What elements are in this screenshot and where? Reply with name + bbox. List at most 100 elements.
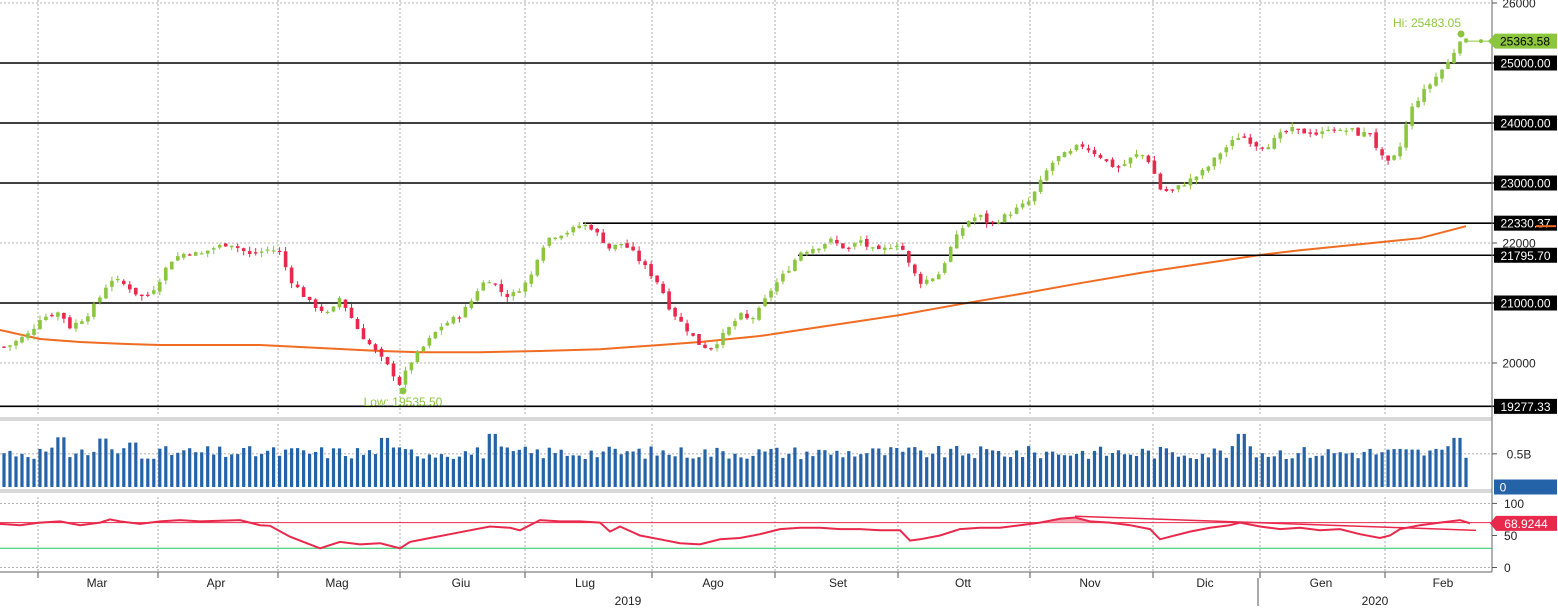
volume-bar xyxy=(679,447,683,487)
volume-bar xyxy=(74,453,78,487)
candle-body xyxy=(1368,133,1372,135)
volume-bar xyxy=(697,457,701,487)
volume-panel xyxy=(2,433,1468,487)
volume-bar xyxy=(403,449,408,487)
volume-bar xyxy=(667,454,671,487)
candle-body xyxy=(259,251,264,253)
candle-body xyxy=(176,256,180,261)
volume-bar xyxy=(1236,433,1240,487)
level-label-bg xyxy=(1494,175,1557,191)
candle-body xyxy=(984,213,989,224)
rsi-panel xyxy=(0,515,1492,550)
volume-bar xyxy=(110,449,114,487)
volume-bar xyxy=(1338,452,1342,487)
volume-bar xyxy=(1260,453,1264,487)
volume-bar xyxy=(757,449,761,487)
candle-body xyxy=(859,240,863,243)
volume-bar xyxy=(997,451,1001,487)
candle-body xyxy=(661,283,665,293)
volume-bar xyxy=(38,448,42,487)
volume-bar xyxy=(1248,446,1252,487)
level-label-bg xyxy=(1494,398,1557,414)
candle-body xyxy=(217,244,222,248)
candle-body xyxy=(775,282,779,292)
candle-body xyxy=(1218,153,1223,160)
candle-body xyxy=(751,318,755,320)
candle-body xyxy=(559,235,563,239)
volume-bar xyxy=(1116,450,1121,487)
candle-body xyxy=(1332,129,1336,131)
volume-bar xyxy=(326,458,330,487)
volume-bar xyxy=(14,456,18,487)
volume-bar xyxy=(457,456,461,487)
candle-body xyxy=(601,232,605,243)
volume-bar xyxy=(116,453,120,487)
volume-bar xyxy=(1152,458,1156,487)
candle-body xyxy=(637,250,641,262)
candle-body xyxy=(853,243,857,247)
volume-bar xyxy=(1062,455,1067,487)
volume-bar xyxy=(979,446,983,487)
candle-body xyxy=(1392,155,1396,160)
candle-body xyxy=(685,323,689,332)
volume-bar xyxy=(152,458,156,487)
volume-bar xyxy=(937,446,941,487)
volume-bar xyxy=(1140,448,1144,487)
volume-bar xyxy=(1416,449,1420,487)
volume-bar xyxy=(685,457,689,487)
volume-bar xyxy=(1003,456,1007,487)
candle-body xyxy=(841,243,845,249)
volume-bar xyxy=(565,455,569,487)
candle-body xyxy=(1038,179,1043,192)
volume-bar xyxy=(607,446,611,487)
volume-bar xyxy=(925,457,929,487)
candle-body xyxy=(295,284,300,288)
month-label: Gen xyxy=(1310,576,1333,590)
candle-body xyxy=(229,245,234,248)
candle-body xyxy=(547,237,552,246)
volume-bar xyxy=(379,437,384,487)
rsi-label-bg xyxy=(1490,515,1557,531)
candle-body xyxy=(553,237,557,239)
candle-body xyxy=(936,274,941,280)
volume-bar xyxy=(1254,457,1258,487)
candle-body xyxy=(757,307,761,320)
candle-body xyxy=(1278,132,1283,139)
volume-bar xyxy=(1045,451,1049,487)
candle-body xyxy=(289,267,294,284)
candle-body xyxy=(1458,41,1462,54)
volume-bar xyxy=(20,453,24,487)
candle-body xyxy=(948,246,953,262)
volume-bar xyxy=(487,433,491,487)
month-label: Dic xyxy=(1196,576,1213,590)
volume-bar xyxy=(355,448,360,487)
volume-bar xyxy=(919,450,923,487)
volume-bar xyxy=(601,451,605,487)
volume-bar xyxy=(1110,453,1115,487)
volume-label-bg xyxy=(1494,479,1557,495)
volume-bar xyxy=(62,437,66,487)
volume-bar xyxy=(955,446,959,487)
volume-bar xyxy=(272,447,276,487)
candle-body xyxy=(978,215,983,217)
volume-bar xyxy=(1027,446,1031,487)
volume-bar xyxy=(889,447,893,487)
candle-body xyxy=(703,344,707,348)
candle-body xyxy=(589,225,593,230)
volume-bar xyxy=(1158,447,1162,487)
candle-body xyxy=(355,319,360,330)
candle-body xyxy=(721,333,725,345)
candle-body xyxy=(128,284,132,290)
candle-body xyxy=(391,363,396,377)
candle-body xyxy=(1008,214,1013,216)
volume-bar xyxy=(391,447,396,487)
candle-body xyxy=(1176,185,1181,190)
volume-bar xyxy=(715,447,719,487)
rsi-last-label: 68.9244 xyxy=(1504,517,1548,531)
candle-body xyxy=(307,296,312,300)
candle-body xyxy=(535,259,540,276)
volume-bar xyxy=(224,456,228,487)
volume-bar xyxy=(32,458,36,487)
volume-bar xyxy=(1242,433,1246,487)
volume-bar xyxy=(1410,449,1414,487)
